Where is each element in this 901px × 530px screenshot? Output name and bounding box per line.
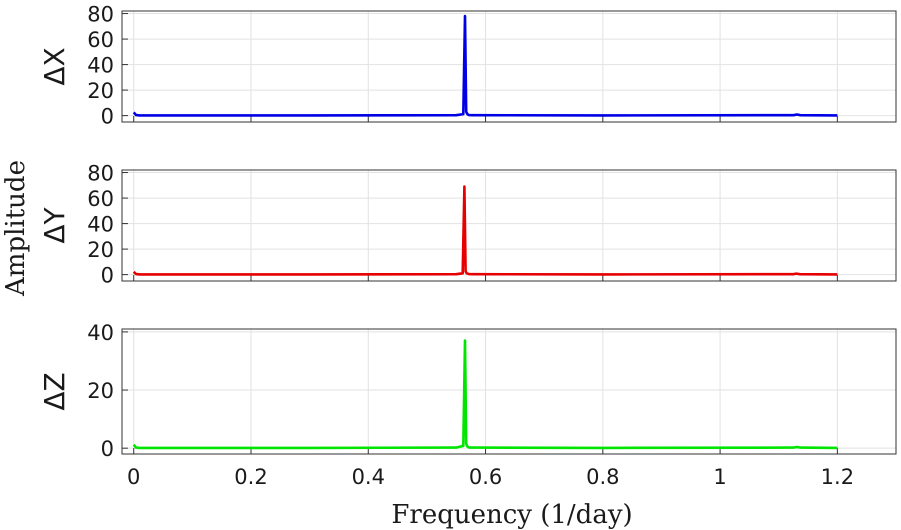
y-tick-label: 0	[101, 437, 114, 461]
x-tick-label: 1.2	[821, 465, 854, 489]
y-tick-label: 60	[87, 28, 114, 52]
x-tick-label: 1	[713, 465, 726, 489]
y-tick-label: 60	[87, 187, 114, 211]
x-tick-label: 0	[127, 465, 140, 489]
y-tick-label: 20	[87, 238, 114, 262]
y-tick-label: 0	[101, 264, 114, 288]
panel-label: ΔY	[38, 206, 71, 243]
panel-label: ΔX	[38, 47, 71, 85]
y-tick-label: 40	[87, 321, 114, 345]
x-axis-title: Frequency (1/day)	[391, 500, 632, 530]
plot-frame	[121, 328, 897, 455]
y-tick-label: 40	[87, 54, 114, 78]
y-tick-label: 80	[87, 162, 114, 186]
x-tick-label: 0.2	[234, 465, 267, 489]
x-tick-label: 0.6	[469, 465, 502, 489]
panel-label: ΔZ	[38, 372, 71, 410]
y-tick-label: 80	[87, 3, 114, 27]
plot-frame	[121, 10, 897, 123]
series-line	[132, 14, 838, 117]
panel-3: 0 20 40 ΔZ	[38, 321, 897, 461]
shared-y-axis-title: Amplitude	[1, 160, 31, 297]
y-tick-label: 40	[87, 213, 114, 237]
x-tick-label: 0.4	[352, 465, 385, 489]
series-line	[132, 185, 838, 276]
y-tick-label: 20	[87, 79, 114, 103]
series-line	[132, 339, 838, 450]
y-tick-label: 0	[101, 105, 114, 129]
x-tick-label: 0.8	[586, 465, 619, 489]
plot-frame	[121, 169, 897, 282]
y-tick-label: 20	[87, 379, 114, 403]
